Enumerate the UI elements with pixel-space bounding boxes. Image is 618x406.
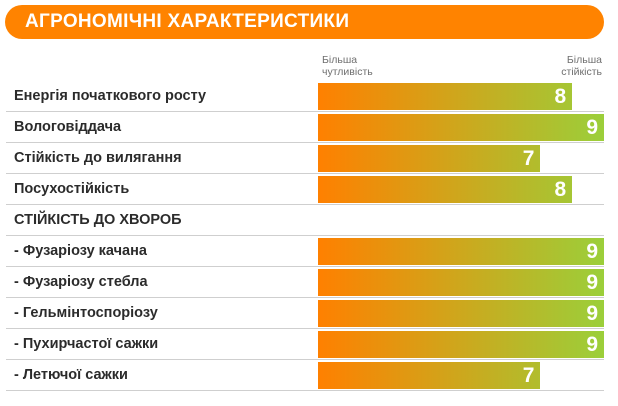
- bar-value-label: 9: [586, 302, 598, 325]
- chart-bar: 7: [318, 145, 541, 172]
- row-divider: [6, 173, 604, 174]
- section-row: СТІЙКІСТЬ ДО ХВОРОБ: [6, 205, 604, 236]
- chart-row: - Пухирчастої сажки 9: [6, 329, 604, 360]
- row-divider: [6, 204, 604, 205]
- chart-row: Вологовіддача 9: [6, 112, 604, 143]
- row-label: Вологовіддача: [14, 119, 122, 135]
- row-divider: [6, 297, 604, 298]
- chart-bar: 7: [318, 362, 541, 389]
- chart-bar: 9: [318, 300, 604, 327]
- chart-bar: 9: [318, 331, 604, 358]
- legend-low-line2: чутливість: [322, 66, 373, 78]
- row-label: - Летючої сажки: [14, 367, 128, 383]
- bar-value-label: 9: [586, 333, 598, 356]
- legend-high: Більша стійкість: [561, 54, 602, 78]
- legend-low-line1: Більша: [322, 54, 358, 66]
- row-label: Стійкість до вилягання: [14, 150, 182, 166]
- row-divider: [6, 235, 604, 236]
- chart-bar: 9: [318, 269, 604, 296]
- chart-row: - Фузаріозу стебла 9: [6, 267, 604, 298]
- row-divider: [6, 359, 604, 360]
- row-divider: [6, 390, 604, 391]
- chart-bar: 9: [318, 238, 604, 265]
- chart-bar: 9: [318, 114, 604, 141]
- legend-high-line1: Більша: [566, 54, 602, 66]
- bar-value-label: 9: [586, 271, 598, 294]
- row-label: - Пухирчастої сажки: [14, 336, 159, 352]
- section-title: АГРОНОМІЧНІ ХАРАКТЕРИСТИКИ: [25, 11, 350, 32]
- bar-value-label: 9: [586, 240, 598, 263]
- legend-low: Більша чутливість: [322, 54, 373, 78]
- row-label: - Фузаріозу качана: [14, 243, 147, 259]
- bar-value-label: 9: [586, 116, 598, 139]
- chart-bar: 8: [318, 83, 573, 110]
- chart-row: Стійкість до вилягання 7: [6, 143, 604, 174]
- chart-row: Енергія початкового росту 8: [6, 81, 604, 112]
- legend-high-line2: стійкість: [561, 66, 602, 78]
- row-label: Посухостійкість: [14, 181, 130, 197]
- row-divider: [6, 142, 604, 143]
- section-banner: АГРОНОМІЧНІ ХАРАКТЕРИСТИКИ: [5, 5, 604, 39]
- bar-value-label: 8: [554, 85, 567, 108]
- chart-row: - Гельмінтоспоріозу 9: [6, 298, 604, 329]
- chart-row: - Фузаріозу качана 9: [6, 236, 604, 267]
- row-label: - Фузаріозу стебла: [14, 274, 148, 290]
- row-divider: [6, 266, 604, 267]
- row-divider: [6, 328, 604, 329]
- bar-value-label: 8: [554, 178, 567, 201]
- chart-rows: Енергія початкового росту 8 Вологовіддача 9…: [6, 81, 604, 391]
- row-label: Енергія початкового росту: [14, 88, 207, 104]
- row-divider: [6, 111, 604, 112]
- chart-row: Посухостійкість 8: [6, 174, 604, 205]
- chart-row: - Летючої сажки 7: [6, 360, 604, 391]
- bar-value-label: 7: [522, 364, 535, 387]
- section-label: СТІЙКІСТЬ ДО ХВОРОБ: [14, 212, 182, 228]
- row-label: - Гельмінтоспоріозу: [14, 305, 158, 321]
- bar-value-label: 7: [522, 147, 535, 170]
- chart-bar: 8: [318, 176, 573, 203]
